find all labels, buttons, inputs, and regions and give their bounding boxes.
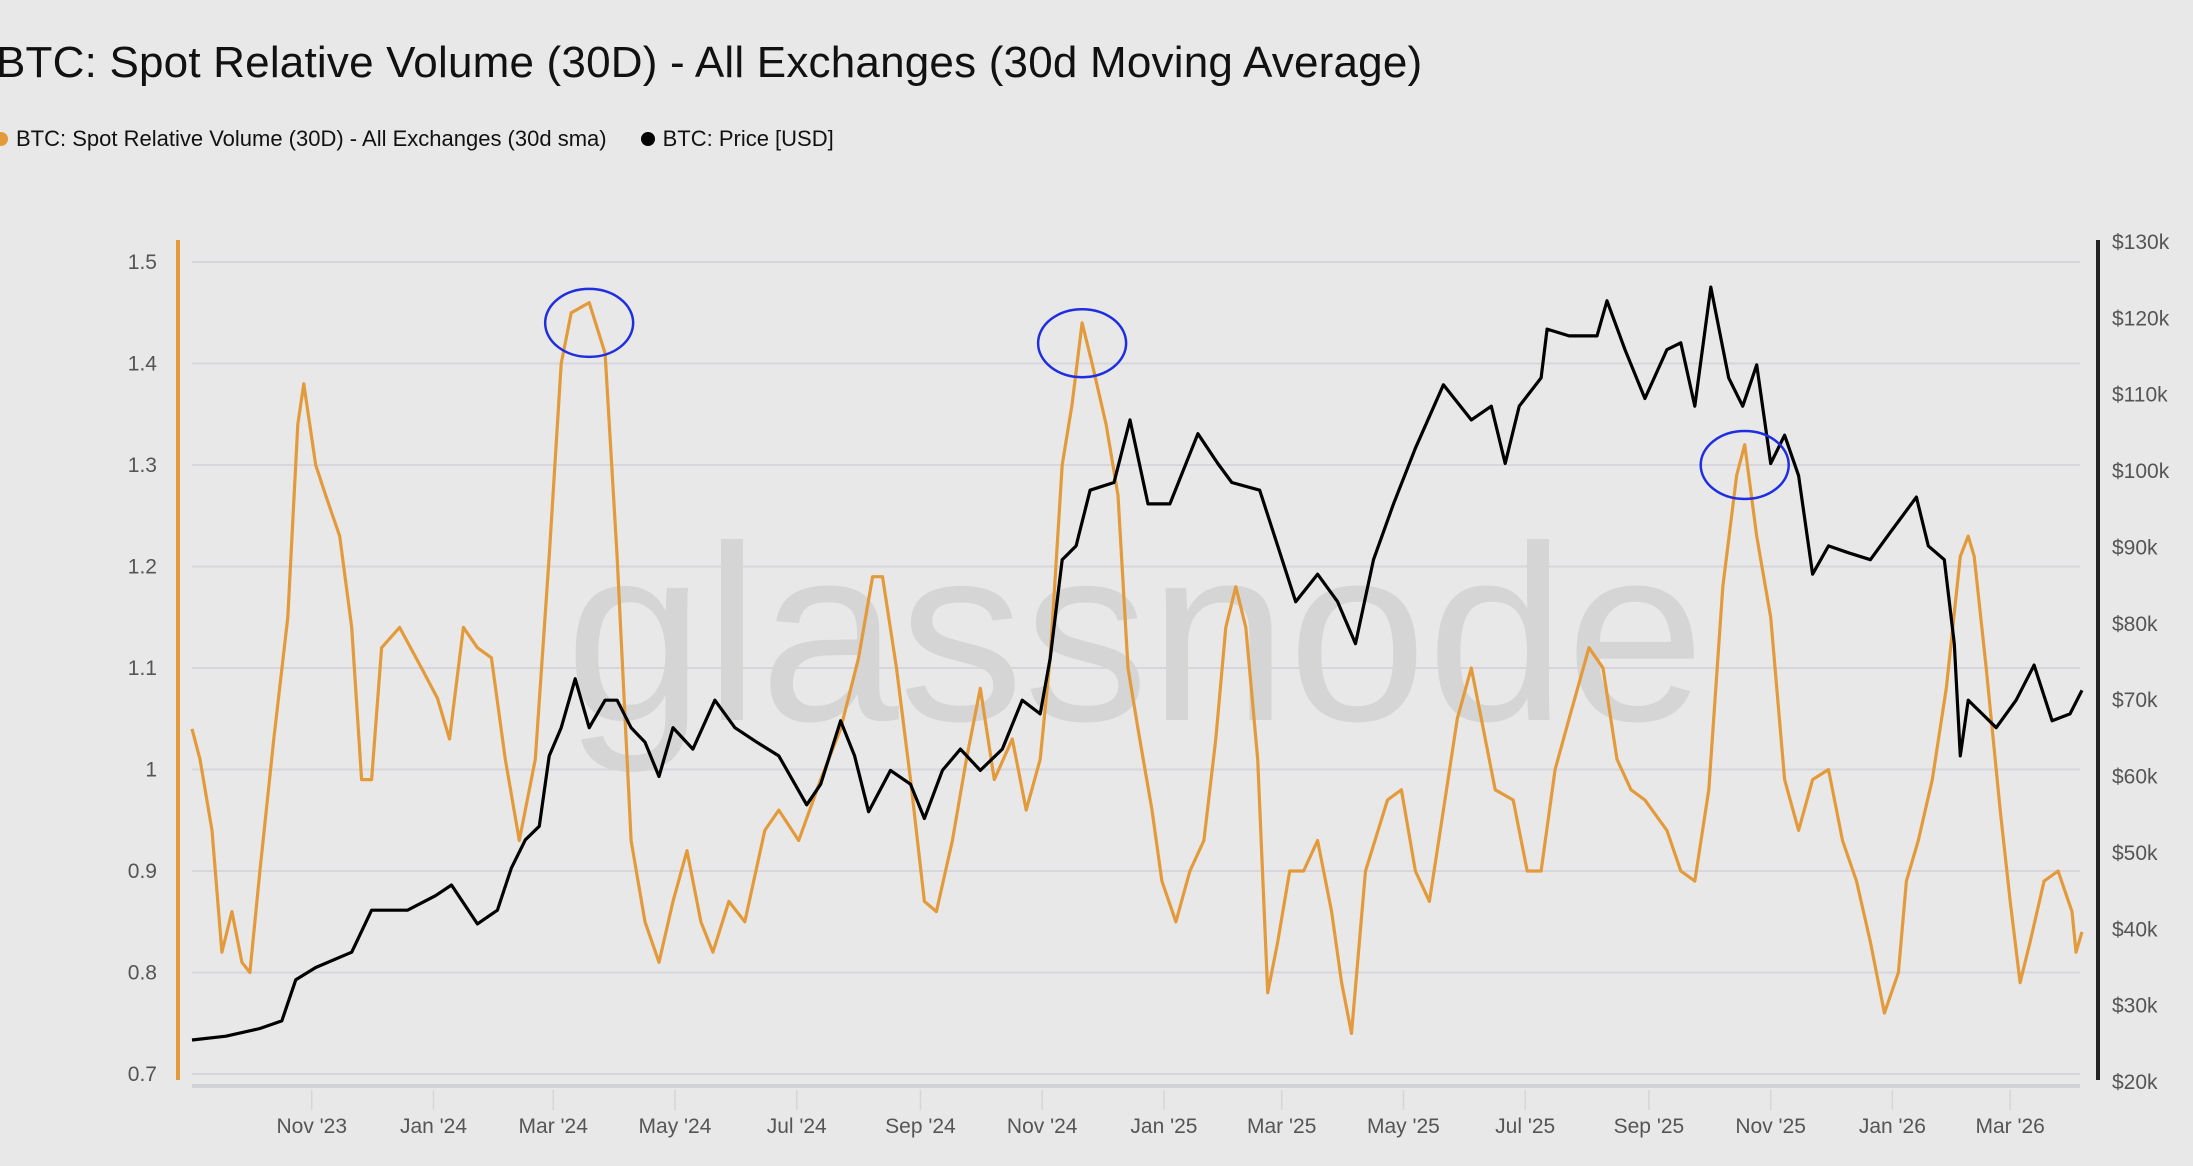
y-left-tick-label: 1.4 — [128, 353, 158, 376]
highlight-circle — [1699, 429, 1790, 501]
x-tick-label: Nov '23 — [276, 1115, 347, 1138]
highlight-circle — [1036, 307, 1128, 379]
y-right-tick-label: $90k — [2112, 536, 2158, 559]
y-right-tick-label: $40k — [2112, 918, 2158, 941]
x-tick-label: Mar '26 — [1975, 1115, 2044, 1138]
x-tick-label: Jan '25 — [1130, 1115, 1197, 1138]
legend-item-volume[interactable]: BTC: Spot Relative Volume (30D) - All Ex… — [0, 126, 607, 152]
watermark: glassnode — [565, 494, 1705, 773]
chart-title: BTC: Spot Relative Volume (30D) - All Ex… — [0, 38, 1423, 87]
y-right-tick-label: $110k — [2112, 384, 2168, 407]
x-tick-label: Jan '24 — [400, 1115, 467, 1138]
y-left-tick-label: 1.2 — [128, 556, 157, 579]
x-tick-label: Sep '24 — [885, 1115, 956, 1138]
series-line-price — [191, 285, 2084, 1042]
x-tick-label: Jul '25 — [1495, 1115, 1555, 1138]
legend-label-volume: BTC: Spot Relative Volume (30D) - All Ex… — [16, 126, 607, 151]
y-right-tick-label: $60k — [2112, 766, 2158, 789]
x-tick-label: Jan '26 — [1859, 1115, 1926, 1138]
y-right-tick-label: $30k — [2112, 995, 2158, 1018]
y-left-tick-label: 0.9 — [128, 860, 157, 883]
y-left-tick-label: 1 — [145, 759, 157, 782]
y-right-tick-label: $120k — [2112, 307, 2170, 330]
highlight-circle — [543, 287, 635, 359]
y-left-tick-label: 1.3 — [128, 454, 157, 477]
y-left-tick-label: 1.1 — [128, 657, 157, 680]
y-right-tick-label: $130k — [2112, 231, 2170, 254]
legend-swatch-volume — [0, 132, 8, 146]
y-right-tick-label: $80k — [2112, 613, 2158, 636]
x-tick-label: Jul '24 — [767, 1115, 827, 1138]
x-tick-label: Nov '24 — [1007, 1115, 1078, 1138]
y-left-tick-label: 0.7 — [128, 1063, 157, 1086]
legend-item-price[interactable]: BTC: Price [USD] — [640, 126, 834, 152]
y-left-tick-label: 1.5 — [128, 251, 157, 274]
y-right-tick-label: $70k — [2112, 689, 2158, 712]
x-tick-label: Nov '25 — [1735, 1115, 1806, 1138]
x-tick-label: Sep '25 — [1614, 1115, 1685, 1138]
series-line-volume — [190, 301, 2084, 1036]
x-tick-label: Mar '24 — [519, 1115, 589, 1138]
x-tick-label: May '24 — [639, 1115, 712, 1138]
x-tick-label: Mar '25 — [1247, 1115, 1316, 1138]
legend-swatch-price — [640, 132, 655, 146]
legend: BTC: Spot Relative Volume (30D) - All Ex… — [0, 126, 834, 152]
y-right-tick-label: $20k — [2112, 1071, 2158, 1094]
y-right-tick-label: $100k — [2112, 460, 2170, 483]
x-tick-label: May '25 — [1367, 1115, 1440, 1138]
y-left-tick-label: 0.8 — [128, 962, 157, 985]
legend-label-price: BTC: Price [USD] — [662, 126, 834, 151]
y-right-tick-label: $50k — [2112, 842, 2158, 865]
